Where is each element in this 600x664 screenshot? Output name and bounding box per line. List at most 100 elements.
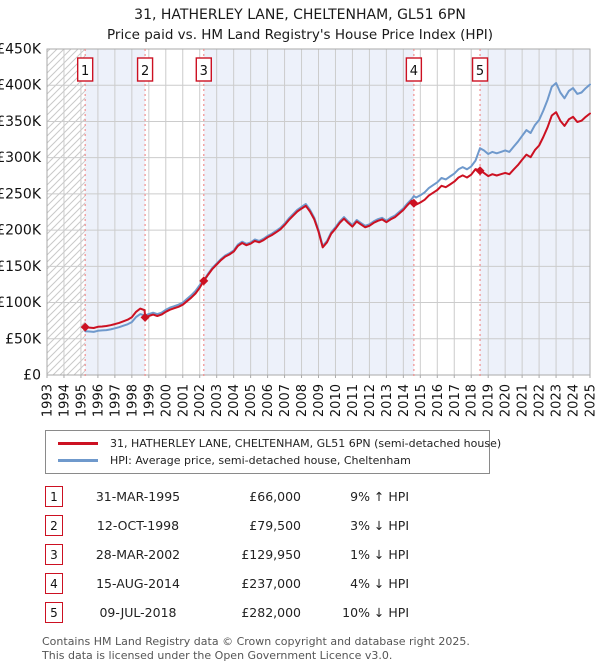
- x-axis-year-label: 2013: [380, 384, 395, 417]
- sale-hpi-delta: 1% ↓ HPI: [350, 547, 409, 562]
- sale-point-marker: [80, 322, 90, 332]
- sale-flag: [136, 57, 154, 82]
- y-axis-label: £300K: [0, 150, 42, 166]
- x-axis-year-label: 2025: [584, 384, 599, 417]
- x-axis-year-label: 2003: [210, 384, 225, 417]
- x-axis-year-label: 2023: [550, 384, 565, 417]
- legend-item-hpi: HPI: Average price, semi-detached house,…: [54, 452, 481, 469]
- x-axis-year-label: 2004: [227, 384, 242, 417]
- page-title: 31, HATHERLEY LANE, CHELTENHAM, GL51 6PN: [134, 7, 466, 23]
- x-axis-year-label: 2005: [244, 384, 259, 417]
- x-axis-year-label: 2007: [278, 384, 293, 417]
- legend-label-hpi: HPI: Average price, semi-detached house,…: [110, 454, 411, 467]
- legend-item-property: 31, HATHERLEY LANE, CHELTENHAM, GL51 6PN…: [54, 435, 501, 452]
- property-line: [84, 111, 591, 329]
- sale-price: £66,000: [249, 489, 301, 504]
- sale-hpi-delta: 9% ↑ HPI: [350, 489, 409, 504]
- x-axis-year-label: 2016: [431, 384, 446, 417]
- sale-point-marker: [475, 166, 485, 176]
- y-axis-label: £200K: [0, 223, 42, 239]
- license-footer: Contains HM Land Registry data © Crown c…: [42, 635, 600, 664]
- ownership-band: [480, 49, 590, 375]
- no-data-region: [47, 49, 86, 375]
- sale-date: 28-MAR-2002: [95, 547, 181, 562]
- x-axis-year-label: 2021: [516, 384, 531, 417]
- x-axis-year-label: 2020: [499, 384, 514, 417]
- sale-row: 3 28-MAR-2002 £129,950 1% ↓ HPI: [45, 540, 600, 569]
- sale-number-badge: 2: [45, 515, 63, 536]
- price-chart: 1 2 3 4 5 £0 £50K £100K £150K £200K £250K £300K £350…: [0, 43, 599, 417]
- x-axis-year-label: 2008: [295, 384, 310, 417]
- x-axis-year-label: 2019: [482, 384, 497, 417]
- plot-frame: [46, 48, 591, 376]
- sale-price: £237,000: [241, 576, 301, 591]
- sale-date: 12-OCT-1998: [96, 518, 180, 533]
- x-axis-year-label: 1998: [125, 384, 140, 417]
- x-axis-year-label: 1999: [142, 384, 157, 417]
- y-axis-label: £400K: [0, 78, 42, 94]
- footer-line-2: This data is licensed under the Open Gov…: [42, 649, 393, 663]
- x-axis-year-label: 2006: [261, 384, 276, 417]
- x-axis-year-label: 2001: [176, 384, 191, 417]
- sale-hpi-delta: 3% ↓ HPI: [350, 518, 409, 533]
- x-axis-year-label: 2002: [193, 384, 208, 417]
- x-axis-year-label: 1994: [57, 384, 72, 417]
- sale-point-marker: [409, 198, 419, 208]
- sale-flag: [471, 57, 489, 82]
- x-axis-year-label: 1997: [108, 384, 123, 417]
- sale-row: 5 09-JUL-2018 £282,000 10% ↓ HPI: [45, 598, 600, 627]
- x-axis-year-label: 1996: [91, 384, 106, 417]
- sales-table: 1 31-MAR-1995 £66,000 9% ↑ HPI 2 12-OCT-1998 £…: [45, 482, 600, 627]
- x-axis-year-label: 2024: [567, 384, 582, 417]
- sale-flag-number: 1: [81, 64, 89, 79]
- x-axis-year-label: 2017: [448, 384, 463, 417]
- ownership-band: [203, 49, 414, 375]
- sale-row: 4 15-AUG-2014 £237,000 4% ↓ HPI: [45, 569, 600, 598]
- x-axis-year-label: 2000: [159, 384, 174, 417]
- x-axis-year-label: 2011: [346, 384, 361, 417]
- x-axis-year-label: 2010: [329, 384, 344, 417]
- y-axis-label: £150K: [0, 259, 42, 275]
- page-subtitle: Price paid vs. HM Land Registry's House …: [107, 27, 493, 43]
- sale-price: £79,500: [249, 518, 301, 533]
- hpi-line: [84, 82, 591, 333]
- sale-number-badge: 4: [45, 573, 63, 594]
- chart-header: 31, HATHERLEY LANE, CHELTENHAM, GL51 6PN…: [0, 0, 600, 43]
- y-axis-label: £0: [23, 368, 41, 384]
- sale-date: 09-JUL-2018: [99, 605, 177, 620]
- x-axis-year-label: 2022: [533, 384, 548, 417]
- x-axis-year-label: 2015: [414, 384, 429, 417]
- x-axis-year-label: 2012: [363, 384, 378, 417]
- y-axis-label: £100K: [0, 295, 42, 311]
- legend-label-property: 31, HATHERLEY LANE, CHELTENHAM, GL51 6PN…: [110, 437, 502, 450]
- sale-point-marker: [140, 312, 150, 322]
- sale-flag-number: 5: [476, 64, 484, 79]
- x-axis-year-label: 1993: [41, 384, 56, 417]
- sale-hpi-delta: 10% ↓ HPI: [342, 605, 409, 620]
- y-axis-label: £50K: [5, 331, 42, 347]
- hpi-line-swatch: [58, 459, 98, 462]
- sale-number-badge: 1: [45, 486, 63, 507]
- sale-number-badge: 3: [45, 544, 63, 565]
- sale-flag: [405, 57, 423, 82]
- y-axis-label: £450K: [0, 43, 42, 58]
- sale-point-marker: [199, 276, 209, 286]
- sale-hpi-delta: 4% ↓ HPI: [350, 576, 409, 591]
- y-axis-label: £350K: [0, 114, 42, 130]
- sale-price: £129,950: [241, 547, 301, 562]
- x-axis-year-label: 2018: [465, 384, 480, 417]
- x-axis-year-label: 2009: [312, 384, 327, 417]
- sale-flag: [195, 57, 212, 82]
- sale-flag: [76, 57, 94, 82]
- sale-flag-number: 4: [410, 64, 418, 79]
- sale-number-badge: 5: [45, 602, 63, 623]
- sale-flag-number: 2: [141, 64, 149, 79]
- sale-row: 2 12-OCT-1998 £79,500 3% ↓ HPI: [45, 511, 600, 540]
- footer-line-1: Contains HM Land Registry data © Crown c…: [42, 635, 470, 648]
- sale-row: 1 31-MAR-1995 £66,000 9% ↑ HPI: [45, 482, 600, 511]
- sale-date: 31-MAR-1995: [95, 489, 181, 504]
- sale-date: 15-AUG-2014: [96, 576, 180, 591]
- x-axis-year-label: 2014: [397, 384, 412, 417]
- y-axis-label: £250K: [0, 186, 42, 202]
- x-axis-year-label: 1995: [74, 384, 89, 417]
